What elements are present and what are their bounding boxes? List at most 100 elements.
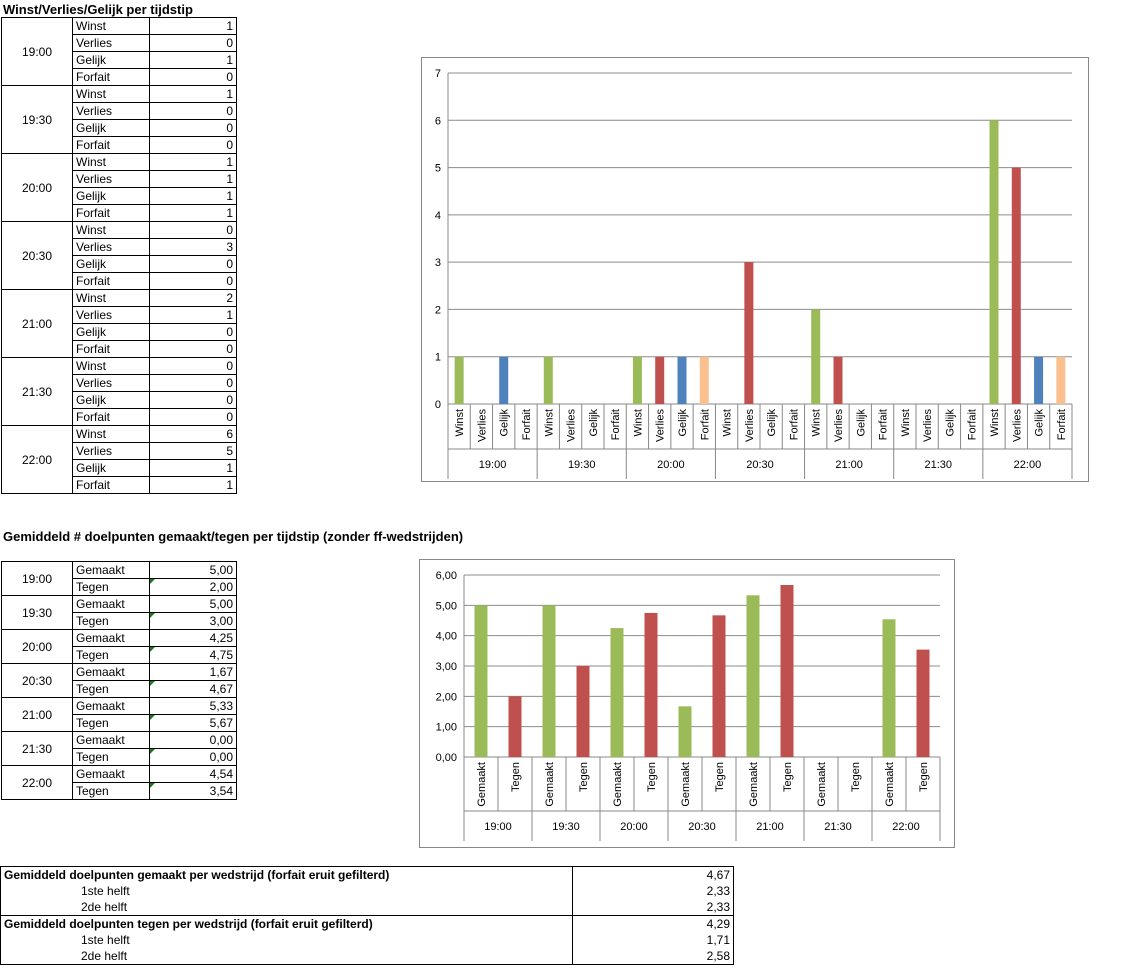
category-label: Forfait — [610, 409, 622, 440]
label-cell: Verlies — [72, 374, 150, 392]
category-label: Forfait — [967, 409, 979, 440]
table-row: Verlies 3 — [2, 238, 237, 256]
y-tick-label: 2,00 — [436, 691, 457, 703]
time-cell: 19:00 — [1, 561, 73, 596]
time-cell: 20:00 — [1, 153, 73, 222]
table-row: 19:30 Gemaakt 5,00 — [1, 595, 237, 630]
time-cell: 21:30 — [1, 731, 73, 766]
category-label: Forfait — [521, 409, 533, 440]
label-cell: Forfait — [72, 272, 150, 290]
value-cell: 0,00 — [149, 748, 237, 766]
bar — [1011, 167, 1021, 404]
y-tick-label: 5 — [435, 163, 441, 175]
value-cell: 5,00 — [149, 595, 237, 613]
label-cell: Tegen — [72, 748, 150, 766]
table2-title: Gemiddeld # doelpunten gemaakt/tegen per… — [3, 529, 464, 544]
value-cell: 0 — [149, 391, 237, 409]
category-label: Forfait — [699, 409, 711, 440]
value-cell: 0 — [149, 357, 237, 375]
label-cell: Gemaakt — [72, 697, 150, 715]
group-label: 20:30 — [746, 459, 774, 471]
bar — [543, 356, 553, 404]
y-tick-label: 0,00 — [436, 752, 457, 764]
value-cell: 0 — [149, 221, 237, 239]
avg-against-h2-value: 2,58 — [572, 948, 734, 965]
value-cell: 0 — [149, 408, 237, 426]
bar — [833, 356, 843, 404]
value-cell: 4,75 — [149, 646, 237, 664]
group-label: 20:00 — [657, 459, 685, 471]
label-cell: Gemaakt — [72, 731, 150, 749]
value-cell: 0 — [149, 255, 237, 273]
category-label: Gemaakt — [816, 762, 828, 807]
group-label: 20:30 — [688, 821, 716, 833]
category-label: Gemaakt — [544, 762, 556, 807]
group-label: 21:30 — [925, 459, 953, 471]
value-cell: 1 — [149, 51, 237, 69]
label-cell: Winst — [72, 357, 150, 375]
label-cell: Forfait — [72, 476, 150, 494]
label-cell: Gemaakt — [72, 595, 150, 613]
y-tick-label: 2 — [435, 304, 441, 316]
category-label: Forfait — [1056, 409, 1068, 440]
category-label: Gelijk — [855, 409, 867, 437]
table-row: 20:30 Gemaakt 1,67 — [1, 663, 237, 698]
label-cell: Gemaakt — [72, 663, 150, 681]
bar — [474, 605, 488, 757]
label-cell: Winst — [72, 153, 150, 171]
y-tick-label: 1 — [435, 352, 441, 364]
bar — [610, 628, 624, 757]
label-cell: Forfait — [72, 340, 150, 358]
label-cell: Tegen — [72, 782, 150, 800]
label-cell: Winst — [72, 85, 150, 103]
category-label: Tegen — [646, 762, 658, 792]
label-cell: Forfait — [72, 408, 150, 426]
bar — [632, 356, 642, 404]
value-cell: 1,67 — [149, 663, 237, 681]
value-cell: 5,67 — [149, 714, 237, 732]
avg-against-h1-value: 1,71 — [572, 932, 734, 948]
label-cell: Verlies — [72, 442, 150, 460]
value-cell: 0,00 — [149, 731, 237, 749]
table-row: 20:00 Gemaakt 4,25 — [1, 629, 237, 664]
value-cell: 0 — [149, 272, 237, 290]
bar — [699, 356, 709, 404]
group-label: 22:00 — [1014, 459, 1042, 471]
category-label: Tegen — [510, 762, 522, 792]
table-row: 21:30 Gemaakt 0,00 — [1, 731, 237, 766]
category-label: Gemaakt — [476, 762, 488, 807]
value-cell: 1 — [149, 187, 237, 205]
avg-made-h1-label: 1ste helft — [0, 883, 573, 899]
win-loss-chart: 0 1 2 3 4 5 6 7 Winst Verlies Gelijk Forfait 19:00 Wi… — [421, 57, 1089, 482]
category-label: Gemaakt — [680, 762, 692, 807]
label-cell: Forfait — [72, 204, 150, 222]
table-row: 21:30 Winst 0 — [1, 357, 237, 426]
value-cell: 5,33 — [149, 697, 237, 715]
table-row: Verlies 0 — [2, 374, 237, 392]
y-tick-label: 3 — [435, 257, 441, 269]
time-cell: 20:00 — [1, 629, 73, 664]
value-cell: 0 — [149, 68, 237, 86]
table-row: 22:00 Winst 6 — [1, 425, 237, 494]
label-cell: Gelijk — [72, 459, 150, 477]
bar — [655, 356, 665, 404]
label-cell: Tegen — [72, 714, 150, 732]
bar — [746, 595, 760, 757]
y-tick-label: 7 — [435, 68, 441, 80]
goals-chart-svg: 0,00 1,00 2,00 3,00 4,00 5,00 6,00 Gemaakt Tegen… — [436, 570, 941, 841]
goals-chart: 0,00 1,00 2,00 3,00 4,00 5,00 6,00 Gemaakt Tegen… — [419, 559, 955, 848]
avg-made-h1-value: 2,33 — [572, 883, 734, 899]
goals-table: 19:00 Gemaakt 5,00 Tegen 2,00 19:30 Gemaakt 5,0… — [1, 561, 237, 800]
table-row: 20:00 Winst 1 — [1, 153, 237, 222]
time-cell: 20:30 — [1, 663, 73, 698]
table-row: 21:00 Winst 2 — [1, 289, 237, 358]
label-cell: Verlies — [72, 34, 150, 52]
bar — [454, 356, 464, 404]
avg-against-value: 4,29 — [572, 915, 734, 932]
category-label: Tegen — [918, 762, 930, 792]
label-cell: Tegen — [72, 680, 150, 698]
label-cell: Tegen — [72, 646, 150, 664]
category-label: Winst — [811, 409, 823, 437]
time-cell: 22:00 — [1, 425, 73, 494]
label-cell: Gemaakt — [72, 629, 150, 647]
